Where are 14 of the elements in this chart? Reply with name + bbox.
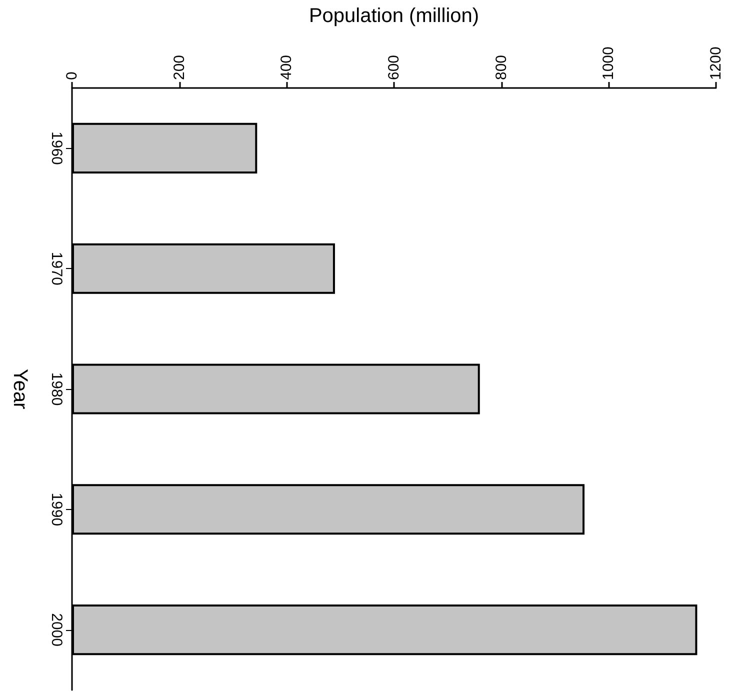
- x-tick-label: 1200: [708, 46, 724, 80]
- x-axis-title: Population (million): [308, 5, 480, 27]
- x-tick-label: 400: [278, 54, 296, 80]
- y-tick-label: 1960: [48, 132, 65, 165]
- x-tick-label: 1000: [600, 46, 618, 80]
- y-tick-label: 1990: [48, 492, 65, 526]
- x-tick-label: 200: [170, 54, 188, 80]
- x-tick-label: 0: [64, 72, 80, 80]
- y-tick-label: 2000: [48, 613, 65, 646]
- y-axis-title: Year: [9, 368, 31, 410]
- y-tick-label: 1980: [48, 372, 65, 406]
- x-tick-label: 600: [386, 54, 402, 80]
- y-tick-label: 1970: [48, 252, 65, 286]
- x-tick-label: 800: [492, 54, 510, 80]
